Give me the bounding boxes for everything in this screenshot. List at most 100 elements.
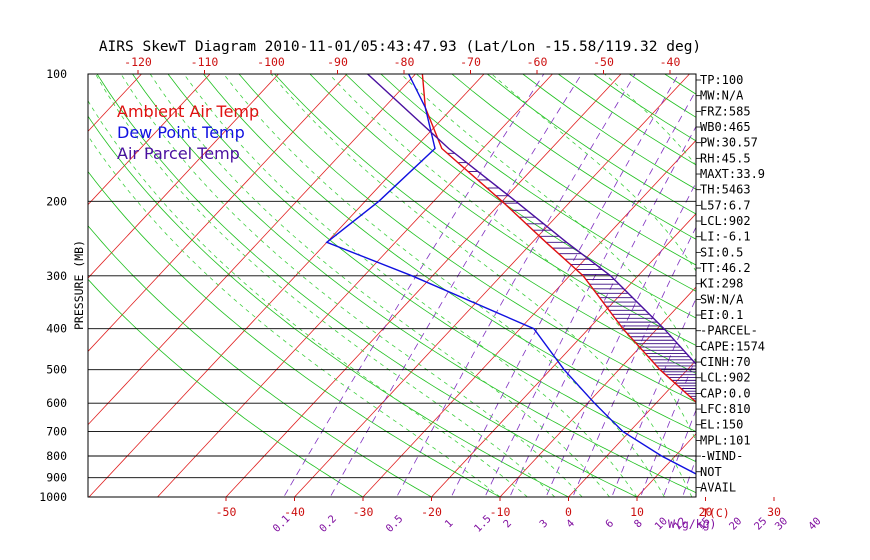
- index-text: TP:100: [700, 73, 743, 87]
- temperature-tick-label: -40: [284, 505, 305, 519]
- isotherm-line: [88, 74, 485, 497]
- moist-adiabat-line: [88, 135, 501, 497]
- legend-entry: Air Parcel Temp: [117, 144, 240, 163]
- index-text: MW:N/A: [700, 89, 744, 103]
- top-temperature-tick-label: -70: [460, 55, 481, 69]
- top-temperature-tick-label: -110: [191, 55, 219, 69]
- isotherm-line: [88, 74, 279, 279]
- index-text: NOT: [700, 465, 722, 479]
- dry-adiabat-line: [309, 74, 696, 346]
- index-text: EI:0.1: [700, 308, 743, 322]
- index-text: L57:6.7: [700, 198, 751, 212]
- index-text: AVAIL: [700, 480, 736, 494]
- pressure-tick-label: 700: [46, 424, 67, 438]
- legend-entry: Ambient Air Temp: [117, 102, 259, 121]
- mixing-ratio-line: [450, 74, 679, 497]
- dry-adiabat-line: [416, 74, 696, 266]
- moist-adiabat-grid: [88, 74, 696, 497]
- mixing-ratio-line: [572, 226, 696, 497]
- pressure-tick-label: 100: [46, 67, 67, 81]
- top-temperature-tick-label: -120: [124, 55, 152, 69]
- temperature-unit-label: T(C): [702, 506, 730, 520]
- pressure-tick-label: 300: [46, 269, 67, 283]
- mixing-ratio-grid: [283, 74, 696, 497]
- isotherm-line: [294, 74, 690, 497]
- moist-adiabat-line: [328, 74, 696, 442]
- dry-adiabat-line: [88, 170, 501, 497]
- series-line: [325, 74, 696, 475]
- temperature-tick-label: -30: [353, 505, 374, 519]
- index-text: LI:-6.1: [700, 230, 751, 244]
- pressure-tick-label: 600: [46, 396, 67, 410]
- sounding-series: [325, 74, 696, 475]
- pressure-tick-label: 1000: [39, 490, 67, 504]
- pressure-tick-label: 200: [46, 194, 67, 208]
- isotherm-grid: [88, 74, 696, 497]
- isotherm-line: [225, 74, 622, 497]
- index-text: LCL:902: [700, 371, 751, 385]
- top-temperature-tick-label: -80: [394, 55, 415, 69]
- moist-adiabat-line: [95, 74, 556, 497]
- dry-adiabat-line: [88, 278, 364, 497]
- mixing-ratio-line: [283, 74, 545, 497]
- moist-adiabat-line: [491, 74, 696, 272]
- legend: Ambient Air Temp Dew Point Temp Air Parcel…: [117, 102, 259, 163]
- index-text: CAPE:1574: [700, 339, 765, 353]
- index-text: MPL:101: [700, 433, 751, 447]
- index-text: CINH:70: [700, 355, 751, 369]
- moist-adiabat-line: [120, 74, 583, 497]
- series-line: [367, 74, 696, 366]
- isotherm-line: [431, 213, 696, 497]
- moist-adiabat-line: [270, 74, 693, 497]
- moist-adiabat-line: [149, 74, 610, 497]
- isotherm-line: [88, 74, 416, 426]
- index-text: LCL:902: [700, 214, 751, 228]
- index-text: SW:N/A: [700, 292, 744, 306]
- isotherm-line: [568, 359, 696, 497]
- y-axis-label: PRESSURE (MB): [72, 240, 86, 330]
- index-text: RH:45.5: [700, 151, 751, 165]
- index-text: -PARCEL-: [700, 324, 758, 338]
- dry-adiabat-line: [88, 225, 433, 497]
- chart-title: AIRS SkewT Diagram 2010-11-01/05:43:47.9…: [99, 39, 701, 55]
- top-temperature-tick-label: -100: [257, 55, 285, 69]
- pressure-tick-label: 800: [46, 449, 67, 463]
- isotherm-line: [88, 74, 211, 206]
- isotherm-line: [88, 74, 348, 352]
- index-text: TH:5463: [700, 183, 751, 197]
- isotherm-line: [499, 286, 696, 497]
- temperature-tick-label: -20: [421, 505, 442, 519]
- dry-adiabat-line: [132, 74, 696, 494]
- temperature-axis-bottom: -50 -40 -30 -20 -10 0 10 20 30: [216, 497, 781, 519]
- mixing-ratio-line: [545, 181, 696, 497]
- mixing-ratio-line: [396, 74, 636, 497]
- index-text: MAXT:33.9: [700, 167, 765, 181]
- pressure-axis: 100 200 300 400 500 600 700 800 900 1000: [39, 67, 67, 504]
- index-text: WB0:465: [700, 120, 751, 134]
- temperature-tick-label: 10: [630, 505, 644, 519]
- top-temperature-tick-label: -60: [527, 55, 548, 69]
- pressure-tick-label: 500: [46, 363, 67, 377]
- index-text: CAP:0.0: [700, 386, 751, 400]
- pressure-tick-label: 900: [46, 471, 67, 485]
- mixing-ratio-unit-label: W(g/kg): [668, 517, 716, 531]
- index-text: PW:30.57: [700, 136, 758, 150]
- legend-entry: Dew Point Temp: [117, 123, 245, 142]
- top-temperature-tick-label: -90: [327, 55, 348, 69]
- dry-adiabat-line: [96, 74, 638, 497]
- isotherm-line: [362, 139, 696, 497]
- dry-adiabat-line: [203, 74, 696, 432]
- mixing-ratio-line: [509, 125, 696, 497]
- index-text: -WIND-: [700, 449, 743, 463]
- index-text: SI:0.5: [700, 245, 743, 259]
- top-temperature-tick-label: -50: [593, 55, 614, 69]
- plot-frame: [87, 73, 697, 498]
- index-text: KI:298: [700, 277, 743, 291]
- pressure-tick-label: 400: [46, 322, 67, 336]
- index-text: TT:46.2: [700, 261, 751, 275]
- moist-adiabat-line: [88, 100, 528, 497]
- cape-hatch-area: [447, 152, 696, 402]
